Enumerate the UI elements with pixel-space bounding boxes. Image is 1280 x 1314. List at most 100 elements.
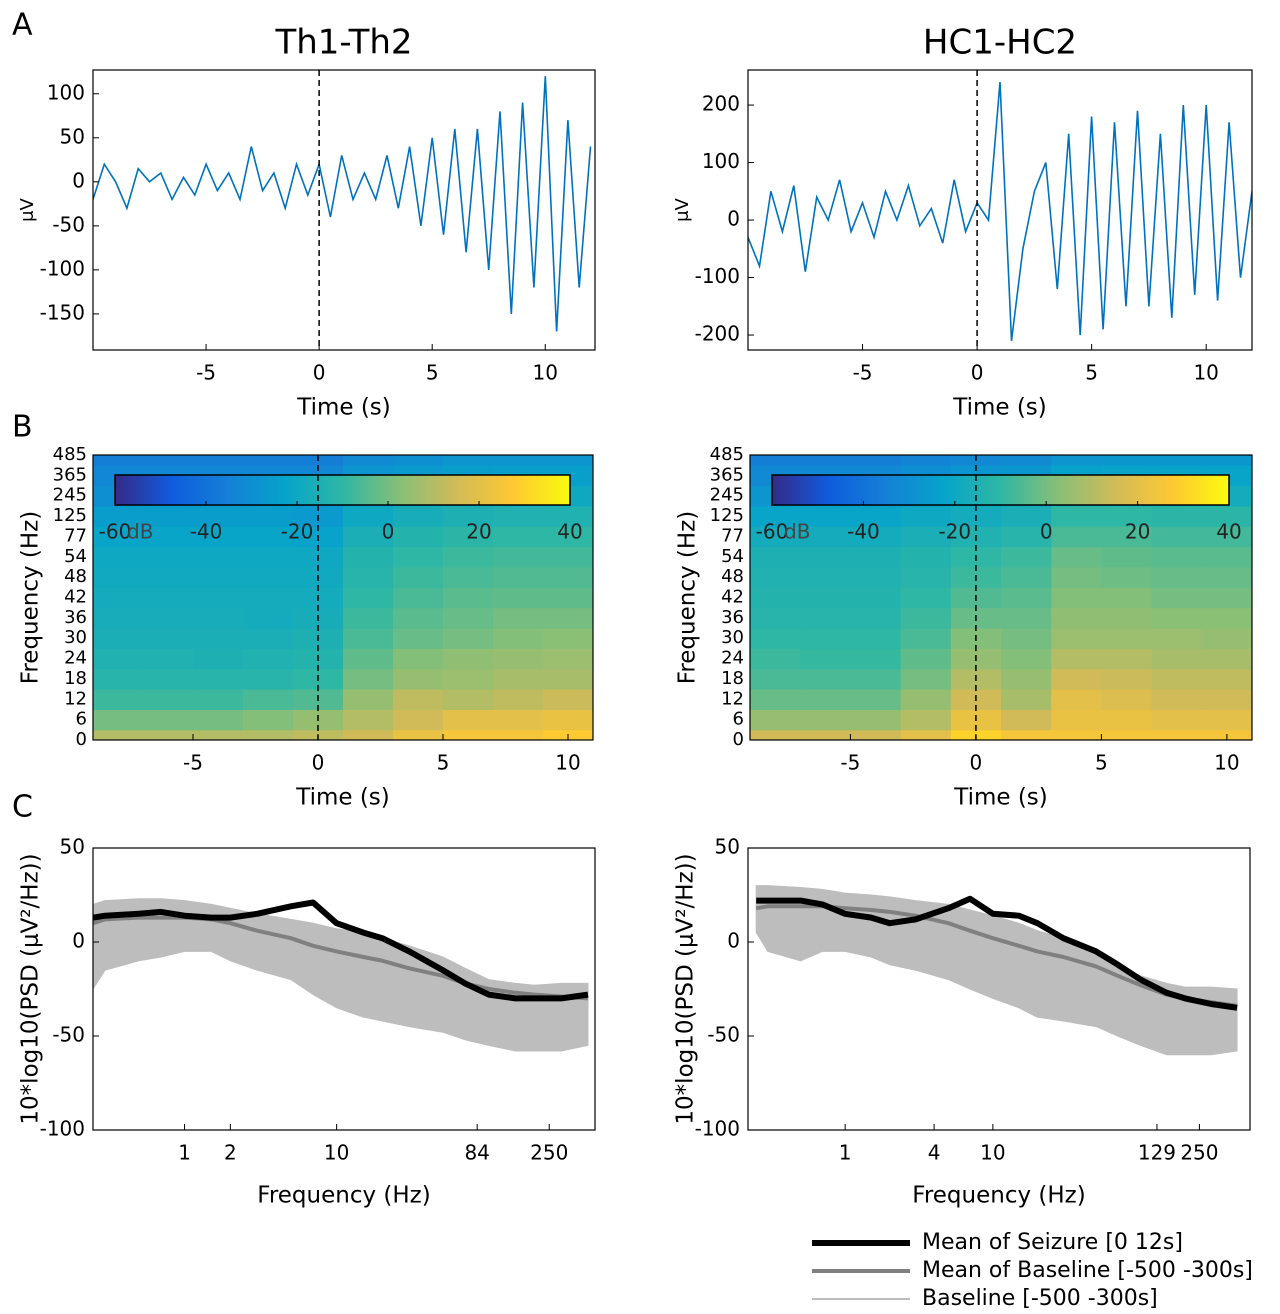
heat-cell	[800, 709, 851, 731]
x-tick-label: 1	[178, 1141, 191, 1165]
heat-cell	[850, 505, 902, 527]
heat-cell	[1101, 526, 1153, 548]
heat-cell	[1051, 648, 1102, 670]
y-tick-label: 245	[53, 485, 87, 506]
heat-cell	[243, 689, 294, 710]
heat-cell	[93, 566, 144, 588]
heat-cell	[143, 709, 194, 731]
heat-cell	[543, 709, 593, 731]
heat-cell	[850, 546, 902, 568]
y-tick-label: 24	[721, 648, 744, 669]
x-axis-label: Time (s)	[952, 395, 1047, 421]
y-tick-label: 245	[710, 485, 744, 506]
heat-cell	[93, 587, 144, 609]
heat-cell	[1001, 648, 1052, 670]
heat-cell	[243, 526, 294, 548]
heat-cell	[393, 628, 444, 649]
heat-cell	[93, 668, 144, 690]
heat-cell	[543, 628, 593, 649]
heat-cell	[443, 628, 494, 649]
heat-cell	[543, 587, 593, 609]
x-axis-label: Frequency (Hz)	[257, 1183, 430, 1209]
heat-cell	[800, 587, 851, 609]
heat-cell	[1151, 587, 1203, 609]
heat-cell	[543, 648, 593, 670]
y-tick-label: -100	[695, 264, 740, 288]
x-tick-label: 4	[928, 1141, 941, 1165]
x-axis-label: Time (s)	[953, 785, 1048, 811]
y-tick-label: 50	[60, 124, 85, 148]
colorbar-tick-label: -60	[756, 520, 789, 544]
x-tick-label: 0	[312, 751, 325, 775]
heat-cell	[393, 546, 444, 568]
y-tick-label: 0	[72, 168, 85, 192]
heat-cell	[493, 505, 544, 527]
heat-cell	[750, 587, 801, 609]
heat-cell	[393, 648, 444, 670]
heat-cell	[193, 587, 244, 609]
heat-cell	[443, 455, 494, 466]
colorbar-tick-label: 0	[382, 520, 395, 544]
plot-area	[93, 76, 592, 332]
heat-cell	[1051, 607, 1102, 629]
heat-cell	[143, 729, 194, 740]
heat-cell	[343, 455, 394, 466]
heat-cell	[750, 668, 801, 690]
heat-cell	[800, 689, 851, 710]
colorbar-tick-label: -60	[99, 520, 132, 544]
heat-cell	[750, 607, 801, 629]
heat-cell	[93, 628, 144, 649]
heat-cell	[243, 729, 294, 740]
axes-box	[92, 454, 594, 741]
x-tick-label: 0	[313, 361, 326, 385]
signal-line	[93, 76, 592, 332]
heat-cell	[543, 607, 593, 629]
heat-cell	[93, 607, 144, 629]
heat-cell	[393, 505, 444, 527]
heat-cell	[193, 526, 244, 548]
heat-cell	[1151, 648, 1203, 670]
heat-cell	[1051, 455, 1102, 466]
colorbar	[771, 474, 1230, 506]
heat-cell	[243, 668, 294, 690]
heat-cell	[850, 526, 902, 548]
heat-cell	[900, 729, 952, 740]
heat-cell	[243, 648, 294, 670]
y-tick-label: 100	[702, 149, 740, 173]
y-tick-label: 0	[727, 929, 740, 953]
y-tick-label: 36	[721, 607, 744, 628]
heat-cell	[93, 709, 144, 731]
heat-cell	[1101, 587, 1153, 609]
heat-cell	[900, 505, 952, 527]
y-tick-label: 100	[47, 80, 85, 104]
x-tick-label: 10	[980, 1141, 1005, 1165]
colorbar-tick-label: -40	[847, 520, 880, 544]
y-tick-label: -100	[40, 256, 85, 280]
heat-cell	[1101, 505, 1153, 527]
heat-cell	[1101, 668, 1153, 690]
x-tick-label: 10	[324, 1141, 349, 1165]
heat-cell	[143, 648, 194, 670]
y-tick-label: 77	[721, 525, 744, 546]
heat-cell	[393, 587, 444, 609]
x-tick-label: -5	[840, 751, 860, 775]
y-tick-label: 12	[721, 688, 744, 709]
heat-cell	[493, 668, 544, 690]
plot-area	[755, 885, 1238, 1056]
heat-cell	[543, 526, 593, 548]
x-tick-label: -5	[196, 361, 216, 385]
heat-cell	[443, 668, 494, 690]
heat-cell	[1201, 709, 1252, 731]
heat-cell	[393, 729, 444, 740]
heat-cell	[1151, 709, 1203, 731]
heat-cell	[343, 546, 394, 568]
heat-cell	[543, 546, 593, 568]
heat-cell	[93, 729, 144, 740]
heat-cell	[1201, 505, 1252, 527]
heat-cell	[493, 709, 544, 731]
heat-cell	[193, 628, 244, 649]
heat-cell	[750, 729, 801, 740]
heat-cell	[1001, 587, 1052, 609]
heat-cell	[143, 546, 194, 568]
heat-cell	[1001, 628, 1052, 649]
